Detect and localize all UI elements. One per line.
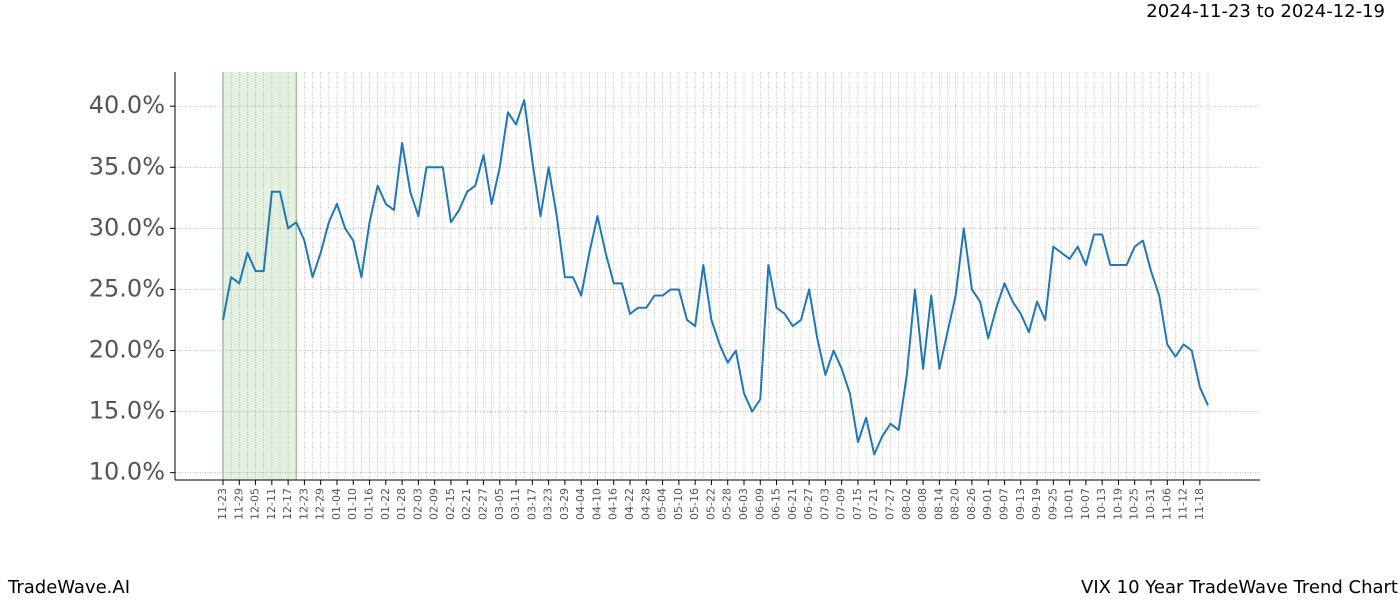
y-tick-label: 20.0%	[89, 336, 165, 364]
x-tick-label: 07-09	[835, 488, 848, 520]
x-tick-label: 06-09	[753, 488, 766, 520]
x-tick-label: 07-27	[884, 488, 897, 520]
x-tick-label: 01-28	[395, 488, 408, 520]
x-tick-label: 08-08	[916, 488, 929, 520]
x-tick-label: 09-25	[1046, 488, 1059, 520]
x-tick-label: 05-28	[721, 488, 734, 520]
x-tick-label: 03-23	[542, 488, 555, 520]
x-tick-label: 10-13	[1095, 488, 1108, 520]
x-tick-label: 06-21	[786, 488, 799, 520]
x-tick-label: 11-23	[216, 488, 229, 520]
x-tick-label: 04-22	[623, 488, 636, 520]
y-tick-label: 40.0%	[89, 91, 165, 119]
footer-right: VIX 10 Year TradeWave Trend Chart	[1081, 577, 1398, 598]
x-tick-label: 03-29	[558, 488, 571, 520]
y-tick-label: 35.0%	[89, 152, 165, 180]
highlight-band	[223, 72, 297, 480]
x-tick-label: 02-15	[444, 488, 457, 520]
x-tick-label: 12-11	[265, 488, 278, 520]
line-series	[222, 99, 1209, 456]
x-tick-label: 10-19	[1111, 488, 1124, 520]
x-tick-label: 03-11	[509, 488, 522, 520]
x-tick-label: 02-27	[476, 488, 489, 520]
x-tick-label: 05-10	[672, 488, 685, 520]
y-tick-label: 30.0%	[89, 213, 165, 241]
x-tick-label: 12-05	[249, 488, 262, 520]
x-tick-label: 09-07	[997, 488, 1010, 520]
y-tick-label: 15.0%	[89, 397, 165, 425]
x-tick-label: 01-16	[363, 488, 376, 520]
x-tick-label: 07-15	[851, 488, 864, 520]
x-tick-label: 11-06	[1160, 488, 1173, 520]
y-tick-label: 25.0%	[89, 274, 165, 302]
x-tick-label: 12-23	[297, 488, 310, 520]
x-tick-label: 11-18	[1193, 488, 1206, 520]
x-tick-label: 10-31	[1144, 488, 1157, 520]
x-tick-label: 10-01	[1063, 488, 1076, 520]
x-tick-label: 03-05	[493, 488, 506, 520]
y-tick-label: 10.0%	[89, 458, 165, 486]
x-tick-label: 07-21	[867, 488, 880, 520]
x-tick-label: 09-19	[1030, 488, 1043, 520]
x-tick-label: 06-03	[737, 488, 750, 520]
x-tick-label: 11-12	[1177, 488, 1190, 520]
x-tick-label: 06-27	[802, 488, 815, 520]
x-tick-label: 02-09	[428, 488, 441, 520]
x-tick-label: 04-04	[574, 488, 587, 520]
x-tick-label: 04-28	[639, 488, 652, 520]
x-tick-label: 09-13	[1014, 488, 1027, 520]
footer-left: TradeWave.AI	[7, 577, 130, 598]
x-tick-label: 03-17	[525, 488, 538, 520]
x-tick-label: 06-15	[770, 488, 783, 520]
x-tick-label: 08-26	[965, 488, 978, 520]
x-tick-label: 02-21	[460, 488, 473, 520]
x-tick-label: 04-10	[590, 488, 603, 520]
x-tick-label: 10-07	[1079, 488, 1092, 520]
x-tick-label: 04-16	[607, 488, 620, 520]
x-tick-label: 01-22	[379, 488, 392, 520]
x-tick-label: 10-25	[1128, 488, 1141, 520]
x-tick-label: 01-04	[330, 488, 343, 520]
x-tick-label: 05-04	[656, 488, 669, 520]
x-tick-label: 12-29	[314, 488, 327, 520]
x-tick-label: 08-20	[949, 488, 962, 520]
x-tick-label: 01-10	[346, 488, 359, 520]
x-tick-label: 05-22	[704, 488, 717, 520]
x-tick-label: 09-01	[981, 488, 994, 520]
x-tick-label: 02-03	[411, 488, 424, 520]
x-tick-label: 11-29	[232, 488, 245, 520]
x-tick-label: 12-17	[281, 488, 294, 520]
x-tick-label: 08-14	[932, 488, 945, 520]
x-tick-label: 07-03	[818, 488, 831, 520]
x-tick-label: 05-16	[688, 488, 701, 520]
x-tick-label: 08-02	[900, 488, 913, 520]
chart-title: 2024-11-23 to 2024-12-19	[1146, 1, 1385, 22]
